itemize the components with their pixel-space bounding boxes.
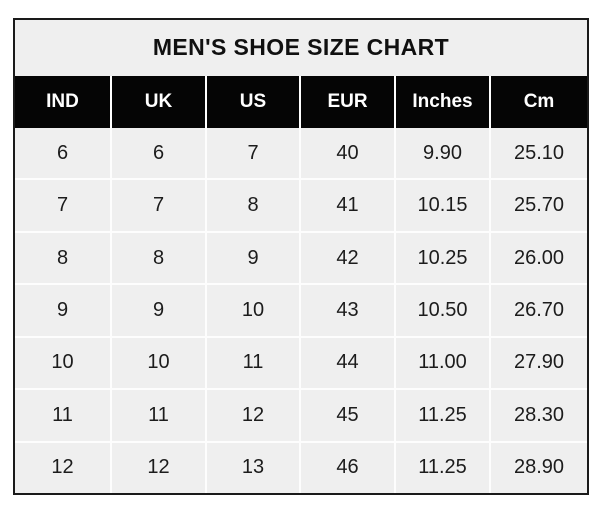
cell-inches: 10.25 (396, 232, 491, 284)
cell-inches: 10.15 (396, 180, 491, 231)
cell-ind: 11 (15, 390, 112, 441)
cell-ind: 6 (15, 128, 112, 179)
column-header-eur: EUR (301, 76, 396, 128)
cell-uk: 9 (112, 285, 207, 336)
cell-us: 10 (207, 285, 301, 336)
cell-ind: 10 (15, 337, 112, 389)
cell-eur: 46 (301, 442, 396, 493)
cell-ind: 8 (15, 232, 112, 284)
column-header-inches: Inches (396, 76, 491, 128)
table-row: 11 11 12 45 11.25 28.30 (15, 388, 587, 441)
page-title: MEN'S SHOE SIZE CHART (152, 34, 450, 60)
cell-inches: 11.25 (396, 390, 491, 441)
cell-cm: 26.00 (513, 246, 565, 269)
column-header-cm: Cm (523, 91, 555, 112)
table-body: 6 6 7 40 9.90 25.10 7 7 8 41 10.15 25.70… (15, 128, 587, 493)
cell-eur: 43 (301, 285, 396, 336)
table-row: 9 9 10 43 10.50 26.70 (15, 283, 587, 336)
cell-us: 7 (207, 128, 301, 179)
cell-uk: 6 (112, 128, 207, 179)
table-header-row: IND UK US EUR Inches Cm (15, 76, 587, 128)
cell-inches: 10.50 (396, 285, 491, 336)
cell-uk: 10 (112, 337, 207, 389)
table-row: 12 12 13 46 11.25 28.90 (15, 440, 587, 493)
column-header-ind: IND (15, 76, 112, 128)
table-row: 10 10 11 44 11.00 27.90 (15, 335, 587, 389)
shoe-size-chart: MEN'S SHOE SIZE CHART IND UK US EUR Inch… (13, 18, 589, 495)
cell-uk: 7 (112, 180, 207, 231)
cell-us: 8 (207, 180, 301, 231)
cell-eur: 42 (301, 232, 396, 284)
table-row: 7 7 8 41 10.15 25.70 (15, 178, 587, 231)
cell-uk: 12 (112, 442, 207, 493)
cell-eur: 41 (301, 180, 396, 231)
cell-cm: 28.30 (513, 403, 565, 426)
cell-eur: 40 (301, 128, 396, 179)
cell-cm: 27.90 (513, 351, 565, 374)
cell-eur: 44 (301, 337, 396, 389)
column-header-uk: UK (112, 76, 207, 128)
cell-ind: 9 (15, 285, 112, 336)
size-chart-table: IND UK US EUR Inches Cm 6 6 7 40 9.90 25… (15, 76, 587, 493)
cell-ind: 12 (15, 442, 112, 493)
cell-cm: 28.90 (513, 456, 565, 479)
cell-eur: 45 (301, 390, 396, 441)
cell-uk: 11 (112, 390, 207, 441)
cell-cm: 25.10 (513, 141, 565, 164)
cell-us: 9 (207, 232, 301, 284)
cell-us: 13 (207, 442, 301, 493)
cell-cm: 26.70 (513, 298, 565, 321)
cell-inches: 9.90 (396, 128, 491, 179)
table-row: 6 6 7 40 9.90 25.10 (15, 128, 587, 179)
cell-inches: 11.25 (396, 442, 491, 493)
cell-cm: 25.70 (513, 194, 565, 217)
cell-us: 12 (207, 390, 301, 441)
table-row: 8 8 9 42 10.25 26.00 (15, 230, 587, 284)
cell-inches: 11.00 (396, 337, 491, 389)
cell-us: 11 (207, 337, 301, 389)
cell-uk: 8 (112, 232, 207, 284)
chart-title-row: MEN'S SHOE SIZE CHART (15, 20, 587, 76)
cell-ind: 7 (15, 180, 112, 231)
column-header-us: US (207, 76, 301, 128)
